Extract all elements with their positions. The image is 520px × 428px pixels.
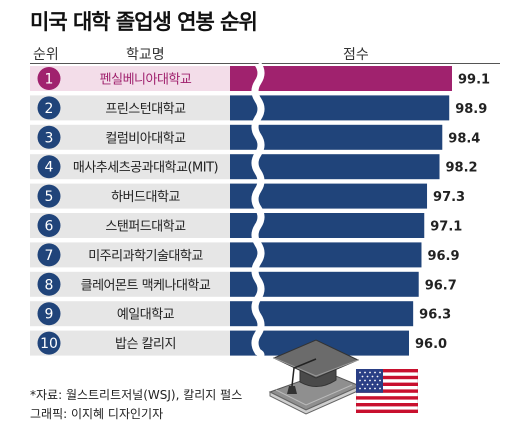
school-name: 펜실베니아대학교 [100, 73, 192, 88]
school-name: 스탠퍼드대학교 [105, 220, 186, 235]
school-label-bg [30, 66, 230, 91]
score-value: 97.3 [433, 190, 465, 205]
rank-number: 4 [45, 160, 54, 176]
axis-break [251, 62, 265, 361]
school-label-bg [30, 124, 230, 150]
school-label-bg [30, 330, 230, 356]
us-flag-icon [356, 369, 418, 413]
school-label-bg [30, 183, 230, 209]
school-label-bg [30, 271, 230, 297]
school-label-bg [30, 242, 230, 268]
rank-number: 2 [45, 101, 54, 117]
source-note: *자료: 월스트리트저널(WSJ), 칼리지 펄스 [30, 388, 243, 402]
rank-number: 9 [45, 307, 54, 323]
score-value: 99.1 [458, 73, 490, 88]
score-value: 98.9 [455, 102, 487, 117]
score-value: 98.2 [446, 161, 478, 176]
header-rank: 순위 [33, 47, 59, 63]
school-name: 예일대학교 [117, 308, 175, 323]
score-bar [230, 95, 450, 121]
rank-circle [37, 272, 61, 296]
rank-number: 10 [40, 336, 58, 352]
rank-circle [37, 125, 61, 149]
school-label-bg [30, 301, 230, 327]
rank-circle [37, 214, 61, 237]
score-bar [230, 66, 452, 91]
school-label-bg [30, 95, 230, 121]
rank-number: 1 [45, 72, 54, 88]
school-name: 미주리과학기술대학교 [88, 249, 203, 264]
rank-circle [37, 302, 61, 326]
score-value: 97.1 [430, 220, 462, 235]
header-score: 점수 [343, 47, 369, 63]
header-school: 학교명 [126, 47, 165, 63]
school-name: 하버드대학교 [111, 190, 180, 205]
score-bar [230, 124, 443, 150]
header-divider [30, 63, 500, 64]
score-value: 96.7 [425, 278, 457, 293]
school-name: 밥슨 칼리지 [115, 337, 176, 352]
graduation-cap-icon [268, 339, 362, 415]
chart-title: 미국 대학 졸업생 연봉 순위 [30, 10, 258, 34]
school-name: 매사추세츠공과대학교(MIT) [73, 161, 218, 176]
score-bar [230, 154, 440, 180]
score-value: 98.4 [448, 131, 480, 146]
school-label-bg [30, 213, 230, 238]
rank-number: 5 [45, 189, 54, 205]
score-value: 96.3 [419, 308, 451, 323]
school-label-bg [30, 154, 230, 180]
rank-circle [37, 243, 61, 267]
school-name: 클레어몬트 맥케나대학교 [81, 278, 211, 293]
rank-number: 7 [45, 248, 54, 264]
school-name: 컬럼비아대학교 [105, 131, 186, 146]
score-value: 96.0 [415, 337, 447, 352]
rank-circle [37, 155, 61, 179]
rank-circle [37, 184, 61, 208]
rank-number: 6 [45, 219, 54, 235]
score-value: 96.9 [427, 249, 459, 264]
rank-circle [37, 331, 61, 355]
rank-number: 8 [45, 277, 54, 293]
rank-circle [37, 96, 61, 120]
school-name: 프린스턴대학교 [105, 102, 186, 117]
credit-note: 그래픽: 이지혜 디자인기자 [30, 407, 164, 421]
rank-number: 3 [45, 130, 54, 146]
rank-circle [37, 67, 61, 90]
